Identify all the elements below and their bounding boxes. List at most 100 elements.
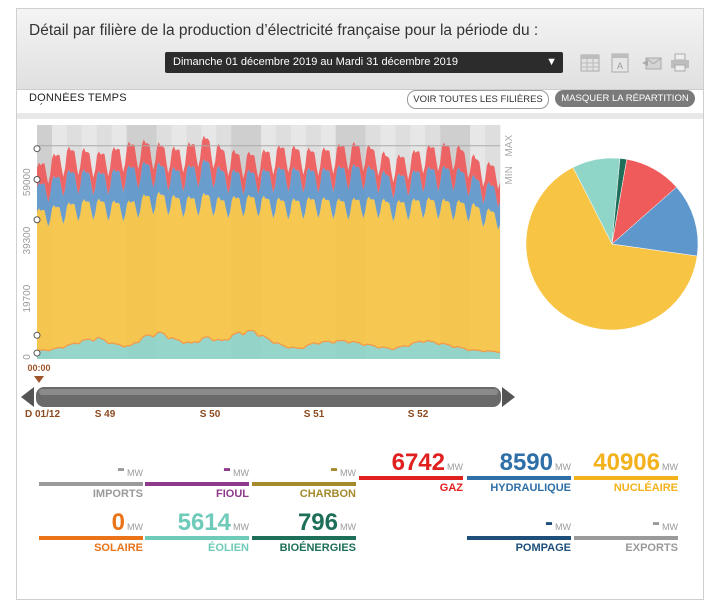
x-tick-label: S 51 bbox=[304, 409, 325, 419]
tile-value: - bbox=[330, 455, 338, 482]
tile-pompage[interactable]: - MW POMPAGE bbox=[467, 509, 571, 559]
print-icon[interactable] bbox=[669, 51, 691, 73]
production-panel: Détail par filière de la production d’él… bbox=[16, 8, 704, 600]
svg-text:A: A bbox=[617, 61, 623, 71]
tile-color-bar bbox=[252, 536, 356, 540]
x-tick-label: S 50 bbox=[200, 409, 221, 419]
tile-color-bar bbox=[39, 536, 143, 540]
series-handle[interactable] bbox=[33, 145, 41, 153]
tile-label: IMPORTS bbox=[92, 488, 143, 500]
pie-slice-hydraulique[interactable] bbox=[611, 186, 699, 257]
period-value: Dimanche 01 décembre 2019 au Mardi 31 dé… bbox=[173, 56, 458, 68]
tile-color-bar bbox=[574, 476, 678, 480]
tile-hydraulique[interactable]: 8590 MW HYDRAULIQUE bbox=[467, 449, 571, 499]
tile-label: HYDRAULIQUE bbox=[490, 482, 571, 494]
tile-label: BIOÉNERGIES bbox=[279, 542, 356, 554]
tile-label: POMPAGE bbox=[515, 542, 571, 554]
cursor-marker-icon[interactable] bbox=[34, 376, 44, 383]
tile-unit: MW bbox=[127, 522, 143, 532]
tile-value: 796 bbox=[297, 509, 338, 536]
calendar-icon[interactable] bbox=[579, 51, 601, 73]
tile-gaz[interactable]: 6742 MW GAZ bbox=[359, 449, 463, 499]
tile-value: 5614 bbox=[177, 509, 231, 536]
y-tick-label: 0 bbox=[22, 354, 33, 360]
series-area-nucleaire bbox=[37, 191, 500, 353]
production-area-chart: 0 19700 39300 59000 MAX MIN 00:00 D 01/12 S 49 S … bbox=[21, 125, 515, 419]
range-label: MIN bbox=[504, 166, 515, 184]
tile-color-bar bbox=[145, 482, 249, 486]
tile-color-bar bbox=[467, 536, 571, 540]
tile-color-bar bbox=[39, 482, 143, 486]
tile-bioenergies[interactable]: 796 MW BIOÉNERGIES bbox=[252, 509, 356, 559]
tile-value: 0 bbox=[111, 509, 125, 536]
tile-value: - bbox=[652, 509, 660, 536]
tile-label: NUCLÉAIRE bbox=[613, 482, 678, 494]
tile-label: GAZ bbox=[439, 482, 463, 494]
scroll-left-arrow-icon[interactable] bbox=[21, 387, 34, 407]
tile-unit: MW bbox=[127, 468, 143, 478]
tile-value: - bbox=[117, 455, 125, 482]
tile-value: 40906 bbox=[593, 449, 660, 476]
series-handle[interactable] bbox=[33, 216, 41, 224]
x-tick-label: D 01/12 bbox=[25, 409, 60, 419]
tile-eolien[interactable]: 5614 MW ÉOLIEN bbox=[145, 509, 249, 559]
tile-value: - bbox=[223, 455, 231, 482]
tile-unit: MW bbox=[555, 522, 571, 532]
tile-fioul[interactable]: - MW FIOUL bbox=[145, 455, 249, 505]
divider bbox=[17, 113, 703, 119]
tile-label: EXPORTS bbox=[625, 542, 678, 554]
tile-nucleaire[interactable]: 40906 MW NUCLÉAIRE bbox=[574, 449, 678, 499]
tile-label: SOLAIRE bbox=[94, 542, 143, 554]
distribution-pie-chart bbox=[525, 157, 699, 331]
tile-label: ÉOLIEN bbox=[208, 542, 249, 554]
cursor-time-label: 00:00 bbox=[27, 363, 50, 373]
realtime-data-label[interactable]: DONNÉES TEMPS RÉEL bbox=[29, 92, 127, 105]
tile-label: FIOUL bbox=[216, 488, 249, 500]
tile-solaire[interactable]: 0 MW SOLAIRE bbox=[39, 509, 143, 559]
tile-value: - bbox=[545, 509, 553, 536]
period-select[interactable]: Dimanche 01 décembre 2019 au Mardi 31 dé… bbox=[165, 52, 563, 73]
panel-header: Détail par filière de la production d’él… bbox=[17, 9, 703, 90]
calendar-day-icon[interactable]: A bbox=[609, 51, 631, 73]
tile-unit: MW bbox=[447, 462, 463, 472]
hide-distribution-button[interactable]: MASQUER LA RÉPARTITION bbox=[555, 90, 695, 107]
tile-imports[interactable]: - MW IMPORTS bbox=[39, 455, 143, 505]
tile-exports[interactable]: - MW EXPORTS bbox=[574, 509, 678, 559]
pie-slice-nucleaire[interactable] bbox=[525, 166, 698, 331]
x-tick-label: S 52 bbox=[408, 409, 429, 419]
timeline-scrollbar-shine bbox=[39, 389, 498, 395]
tile-color-bar bbox=[467, 476, 571, 480]
chevron-down-icon: ▼ bbox=[546, 56, 557, 68]
panel-title: Détail par filière de la production d’él… bbox=[29, 22, 539, 39]
tile-unit: MW bbox=[233, 468, 249, 478]
tile-unit: MW bbox=[340, 468, 356, 478]
series-handle[interactable] bbox=[33, 349, 41, 357]
series-area-gaz bbox=[37, 135, 500, 208]
series-handle[interactable] bbox=[33, 331, 41, 339]
tile-unit: MW bbox=[340, 522, 356, 532]
tile-color-bar bbox=[359, 476, 463, 480]
show-all-sectors-button[interactable]: VOIR TOUTES LES FILIÈRES bbox=[407, 90, 549, 109]
series-line-solaire bbox=[36, 329, 501, 354]
share-mail-icon[interactable] bbox=[641, 51, 663, 73]
series-handle[interactable] bbox=[33, 176, 41, 184]
tile-unit: MW bbox=[662, 522, 678, 532]
y-tick-label: 59000 bbox=[22, 168, 33, 196]
x-tick-label: S 49 bbox=[95, 409, 116, 419]
tile-unit: MW bbox=[555, 462, 571, 472]
tile-unit: MW bbox=[233, 522, 249, 532]
series-area-eolien bbox=[37, 330, 500, 359]
tile-value: 8590 bbox=[499, 449, 553, 476]
y-tick-label: 19700 bbox=[22, 284, 33, 312]
range-label: MAX bbox=[504, 135, 515, 157]
tile-color-bar bbox=[574, 536, 678, 540]
tile-value: 6742 bbox=[391, 449, 445, 476]
tile-color-bar bbox=[252, 482, 356, 486]
tile-unit: MW bbox=[662, 462, 678, 472]
scroll-right-arrow-icon[interactable] bbox=[502, 387, 515, 407]
tile-label: CHARBON bbox=[299, 488, 356, 500]
tile-color-bar bbox=[145, 536, 249, 540]
production-tiles: - MW IMPORTS - MW FIOUL - MW CHARBON 6742 MW GAZ 859… bbox=[17, 449, 703, 599]
tile-charbon[interactable]: - MW CHARBON bbox=[252, 455, 356, 505]
y-tick-label: 39300 bbox=[22, 226, 33, 254]
